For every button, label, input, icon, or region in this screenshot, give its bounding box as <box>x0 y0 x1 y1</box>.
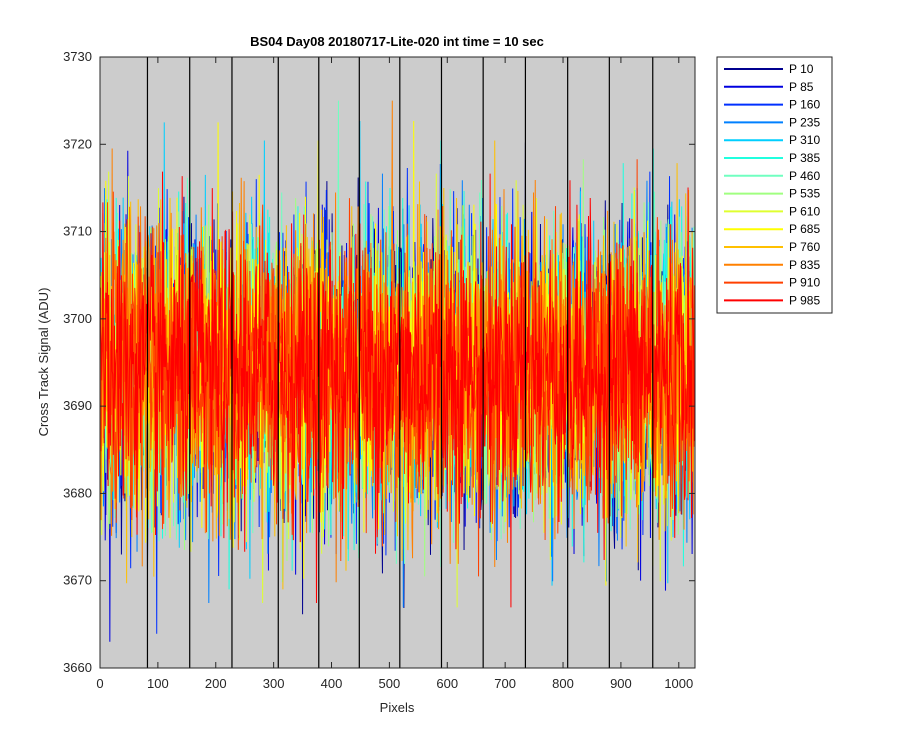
x-tick-label: 800 <box>552 676 574 691</box>
x-tick-label: 600 <box>436 676 458 691</box>
chart-title: BS04 Day08 20180717-Lite-020 int time = … <box>250 34 544 49</box>
x-tick-label: 200 <box>205 676 227 691</box>
y-tick-label: 3710 <box>63 224 92 239</box>
legend-label: P 685 <box>789 222 820 236</box>
legend-label: P 535 <box>789 187 820 201</box>
y-axis-label: Cross Track Signal (ADU) <box>36 288 51 437</box>
legend-label: P 460 <box>789 169 820 183</box>
legend-label: P 160 <box>789 98 820 112</box>
x-tick-label: 900 <box>610 676 632 691</box>
legend-label: P 385 <box>789 151 820 165</box>
y-tick-label: 3700 <box>63 311 92 326</box>
x-tick-label: 500 <box>379 676 401 691</box>
series-layer <box>99 100 695 642</box>
plot-frame <box>99 56 696 669</box>
legend-box <box>716 56 833 314</box>
y-tick-label: 3720 <box>63 136 92 151</box>
legend-label: P 85 <box>789 80 814 94</box>
series-line-p910 <box>99 159 695 577</box>
y-axis: 3660 3670 3680 3690 3700 3710 3720 3730 <box>63 49 695 675</box>
x-tick-label: 1000 <box>664 676 693 691</box>
legend-label: P 10 <box>789 62 814 76</box>
y-tick-label: 3660 <box>63 660 92 675</box>
legend-label: P 310 <box>789 133 820 147</box>
y-tick-label: 3670 <box>63 573 92 588</box>
legend-label: P 760 <box>789 240 820 254</box>
x-tick-label: 400 <box>321 676 343 691</box>
legend-label: P 910 <box>789 276 820 290</box>
x-tick-label: 100 <box>147 676 169 691</box>
series-line-p985 <box>99 171 695 608</box>
y-tick-label: 3730 <box>63 49 92 64</box>
y-tick-label: 3680 <box>63 485 92 500</box>
x-axis: 0 100 200 300 400 500 600 700 800 900 1000 <box>96 57 693 691</box>
legend-label: P 835 <box>789 258 820 272</box>
legend-label: P 610 <box>789 204 820 218</box>
vertical-lines <box>146 57 654 668</box>
x-axis-label: Pixels <box>380 700 415 715</box>
x-tick-label: 0 <box>96 676 103 691</box>
legend-label: P 235 <box>789 115 820 129</box>
legend: P 10 P 85 P 160 P 235 P 310 P 385 P 460 P 535 P … <box>716 56 833 314</box>
y-tick-label: 3690 <box>63 398 92 413</box>
x-tick-label: 700 <box>494 676 516 691</box>
legend-label: P 985 <box>789 293 820 307</box>
x-tick-label: 300 <box>263 676 285 691</box>
